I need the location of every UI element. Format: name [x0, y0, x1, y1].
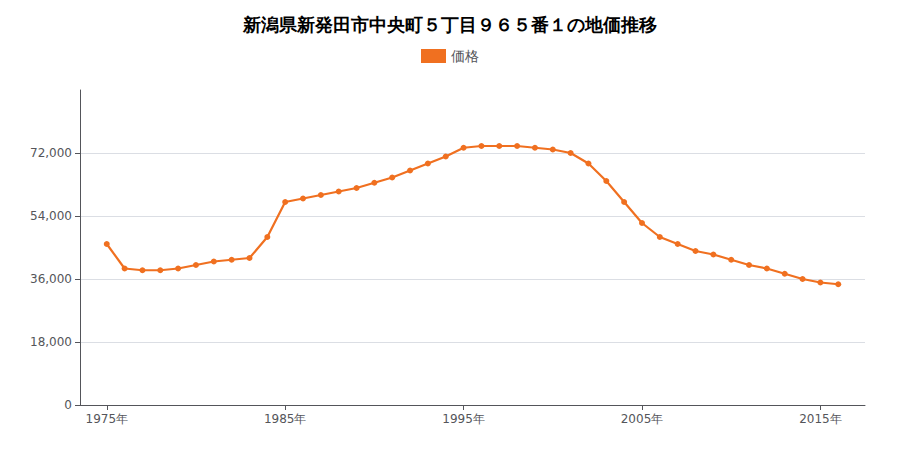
svg-text:0: 0	[64, 398, 72, 412]
svg-text:54,000: 54,000	[30, 209, 72, 223]
svg-text:36,000: 36,000	[30, 272, 72, 286]
svg-text:新潟県新発田市中央町５丁目９６５番１の地価推移: 新潟県新発田市中央町５丁目９６５番１の地価推移	[242, 14, 657, 35]
svg-text:1985年: 1985年	[264, 412, 307, 426]
svg-text:18,000: 18,000	[30, 335, 72, 349]
svg-text:2015年: 2015年	[799, 412, 842, 426]
svg-text:価格: 価格	[451, 48, 479, 64]
svg-text:1995年: 1995年	[442, 412, 485, 426]
svg-text:2005年: 2005年	[621, 412, 664, 426]
svg-text:72,000: 72,000	[30, 146, 72, 160]
svg-text:1975年: 1975年	[85, 412, 128, 426]
